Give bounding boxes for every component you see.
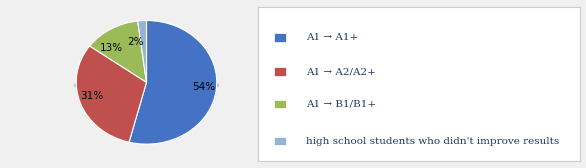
Text: high school students who didn't improve results: high school students who didn't improve … — [306, 137, 560, 146]
Ellipse shape — [74, 78, 219, 93]
FancyBboxPatch shape — [274, 100, 287, 108]
Text: 31%: 31% — [80, 91, 104, 101]
Wedge shape — [76, 46, 146, 142]
Wedge shape — [138, 20, 146, 82]
Text: 13%: 13% — [100, 43, 123, 53]
Text: 54%: 54% — [192, 82, 215, 92]
FancyBboxPatch shape — [274, 33, 287, 42]
Text: A1 → B1/B1+: A1 → B1/B1+ — [306, 100, 376, 109]
Wedge shape — [129, 20, 217, 144]
FancyBboxPatch shape — [274, 67, 287, 76]
Wedge shape — [90, 21, 146, 82]
Text: A1 → A1+: A1 → A1+ — [306, 33, 359, 42]
Text: 2%: 2% — [127, 37, 144, 47]
FancyBboxPatch shape — [274, 137, 287, 145]
Text: A1 → A2/A2+: A1 → A2/A2+ — [306, 67, 376, 76]
